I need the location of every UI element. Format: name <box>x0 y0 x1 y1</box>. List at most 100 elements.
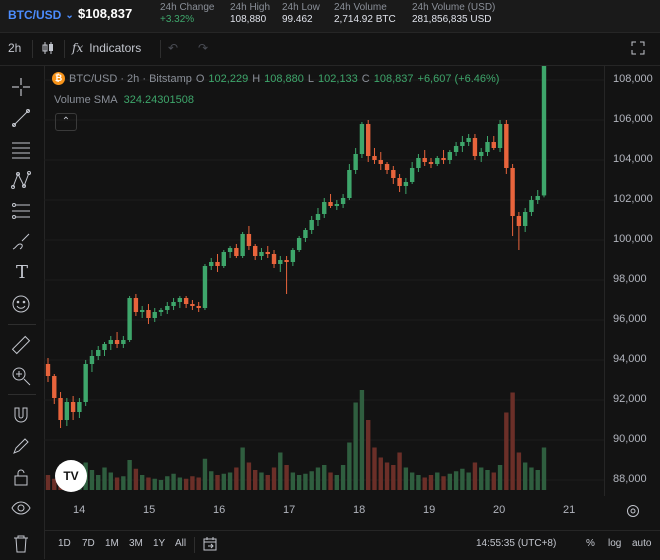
candle-body <box>171 302 176 306</box>
candle-body <box>265 252 270 254</box>
stat-24h-high: 24h High 108,880 <box>230 2 270 26</box>
range-7d[interactable]: 7D <box>82 538 95 549</box>
range-3m[interactable]: 3M <box>129 538 143 549</box>
candle-body <box>516 216 522 226</box>
volume-bar <box>504 412 509 490</box>
volume-bar <box>403 467 409 490</box>
time-tick-label: 16 <box>213 504 226 516</box>
candle-body <box>510 168 515 216</box>
brush-icon[interactable] <box>10 231 34 253</box>
volume-bar <box>265 475 270 490</box>
range-1m[interactable]: 1M <box>105 538 119 549</box>
candle-body <box>359 124 365 154</box>
candle-body <box>466 138 471 142</box>
volume-bar <box>460 468 465 490</box>
undo-icon[interactable]: ↶ <box>168 41 179 55</box>
price-chart[interactable] <box>44 66 604 496</box>
candle-body <box>522 212 528 226</box>
pair-selector[interactable]: BTC/USD ⌄ <box>8 8 74 22</box>
text-icon[interactable]: T <box>15 262 28 283</box>
horizontal-lines-icon[interactable] <box>10 138 34 160</box>
candle-body <box>322 202 327 214</box>
range-1d[interactable]: 1D <box>58 538 71 549</box>
candle-body <box>334 204 340 206</box>
candle-body <box>472 138 478 156</box>
volume-bar <box>416 475 421 490</box>
volume-bar <box>384 462 390 490</box>
lock-pencil-icon[interactable] <box>10 435 34 457</box>
price-tick-label: 104,000 <box>613 153 653 165</box>
drawing-toolbar: T <box>0 66 45 559</box>
indicators-button[interactable]: fx Indicators <box>72 41 141 55</box>
auto-toggle[interactable]: auto <box>632 538 652 549</box>
date-range-icon[interactable] <box>202 536 218 555</box>
price-tick-label: 92,000 <box>613 393 647 405</box>
stat-value: 108,880 <box>230 14 267 25</box>
zoom-in-icon[interactable] <box>10 365 34 387</box>
volume-bar <box>479 467 484 490</box>
trash-icon[interactable] <box>10 532 34 554</box>
volume-bar <box>152 478 157 490</box>
redo-icon[interactable]: ↷ <box>198 41 209 55</box>
range-1y[interactable]: 1Y <box>153 538 166 549</box>
stat-24h-change: 24h Change +3.32% <box>160 2 215 26</box>
ticker-header: BTC/USD ⌄ $108,837 24h Change +3.32% 24h… <box>0 0 660 33</box>
price-axis[interactable]: 108,000 106,000 104,000 102,000 100,000 98,00… <box>604 66 660 496</box>
stat-24h-volume: 24h Volume 2,714.92 BTC <box>334 2 396 26</box>
price-tick-label: 94,000 <box>613 353 647 365</box>
volume-bar <box>372 447 377 490</box>
symbol-info: BTC/USD · 2h · Bitstamp <box>69 72 192 85</box>
ruler-icon[interactable] <box>10 334 34 356</box>
log-toggle[interactable]: log <box>608 538 622 549</box>
volume-bar <box>290 472 296 490</box>
time-tick-label: 15 <box>143 504 156 516</box>
volume-bar <box>303 473 308 490</box>
tradingview-logo[interactable]: TV <box>55 460 87 492</box>
candle-body <box>535 196 540 200</box>
fullscreen-icon[interactable] <box>630 40 646 59</box>
candle-body <box>146 310 151 318</box>
volume-bar <box>516 452 522 490</box>
candle-body <box>177 298 183 302</box>
range-all[interactable]: All <box>175 538 187 549</box>
volume-bar <box>378 457 383 490</box>
candle-body <box>416 158 421 168</box>
change-value: +6,607 (+6.46%) <box>417 72 500 85</box>
time-tick-label: 19 <box>423 504 436 516</box>
pattern-icon[interactable] <box>10 169 34 191</box>
volume-bar <box>353 402 358 490</box>
stat-label: 24h Low <box>282 2 320 13</box>
eye-icon[interactable] <box>10 497 34 519</box>
volume-bar <box>52 478 57 490</box>
candle-body <box>102 344 107 350</box>
candle-body <box>133 298 139 312</box>
candle-body <box>58 398 63 420</box>
volume-bar <box>472 462 478 490</box>
low-label: L <box>307 72 315 85</box>
volume-bar <box>466 472 471 490</box>
candle-body <box>227 248 233 252</box>
clock-time[interactable]: 14:55:35 (UTC+8) <box>476 538 557 549</box>
lock-icon[interactable] <box>10 466 34 488</box>
stat-label: 24h Volume <box>334 2 387 13</box>
trend-line-icon[interactable] <box>10 107 34 129</box>
magnet-icon[interactable] <box>10 404 34 426</box>
candle-body <box>70 402 76 412</box>
stat-label: 24h High <box>230 2 271 13</box>
candle-type-icon[interactable] <box>40 40 56 59</box>
percent-toggle[interactable]: % <box>586 538 595 549</box>
price-tick-label: 96,000 <box>613 313 647 325</box>
candle-body <box>165 306 170 310</box>
volume-bar <box>435 472 440 490</box>
time-axis[interactable]: 14 15 16 17 18 19 20 21 <box>44 500 604 522</box>
volume-bar <box>491 472 496 490</box>
emoji-icon[interactable] <box>10 293 34 315</box>
fib-icon[interactable] <box>10 200 34 222</box>
indicators-label: Indicators <box>89 41 142 55</box>
candle-body <box>403 182 409 186</box>
collapse-legend-button[interactable]: ⌃ <box>55 113 77 131</box>
candle-body <box>504 124 509 168</box>
settings-icon[interactable] <box>626 504 640 521</box>
crosshair-icon[interactable] <box>10 76 34 98</box>
interval-selector[interactable]: 2h <box>8 41 22 55</box>
